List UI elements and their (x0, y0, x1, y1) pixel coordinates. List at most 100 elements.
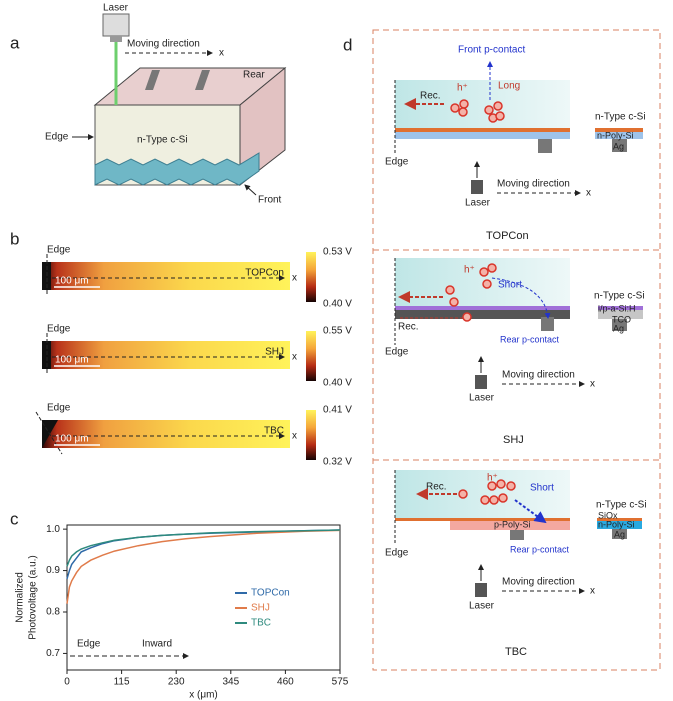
y-tick-label: 0.7 (46, 648, 60, 659)
y-tick-label: 0.9 (46, 565, 60, 576)
edge-line (35, 411, 63, 455)
label: Laser (465, 198, 491, 209)
heatmap (42, 420, 290, 448)
map-label: TBC (264, 426, 284, 437)
colorbar-max: 0.53 V (323, 247, 352, 258)
holes (450, 99, 505, 123)
finger (145, 70, 160, 90)
bulk (395, 470, 570, 518)
y-axis-label: Normalized (15, 572, 26, 623)
p-poly-layer (450, 521, 570, 530)
panel-d: Front p-contact h⁺ Long Rec. n-Type c-Si… (372, 29, 661, 671)
scale-label: 100 μm (55, 434, 89, 445)
label: h⁺ (457, 83, 468, 94)
colorbar (306, 410, 316, 460)
contact (612, 319, 627, 331)
series-line (66, 529, 341, 604)
axis-label: x (292, 273, 297, 284)
contact (612, 139, 627, 152)
panel-label: a (10, 33, 20, 52)
label: n-Type c-Si (595, 112, 646, 123)
edge-label: Edge (47, 245, 71, 256)
legend-label: TBC (251, 618, 271, 629)
laser-nozzle (110, 36, 122, 42)
diagram-title: SHJ (503, 434, 524, 446)
laser (475, 375, 487, 389)
label: p-Poly-Si (494, 519, 531, 529)
label: TCO (612, 314, 631, 324)
edge-label: Edge (47, 403, 71, 414)
contact (541, 317, 554, 331)
label: Laser (469, 393, 495, 404)
series-line (66, 529, 341, 567)
front-texture (94, 152, 260, 186)
map-label: SHJ (265, 347, 284, 358)
contact (510, 530, 524, 540)
colorbar-max: 0.41 V (323, 405, 352, 416)
holes (458, 479, 516, 505)
label: Moving direction (502, 370, 575, 381)
label: Moving direction (497, 179, 570, 190)
label: n-Type c-Si (137, 135, 188, 146)
x-tick-label: 460 (277, 677, 294, 688)
x-tick-label: 115 (114, 677, 130, 688)
label: Edge (45, 132, 69, 143)
x-tick-label: 575 (332, 677, 349, 688)
bulk (395, 80, 570, 128)
label: Ag (613, 323, 624, 333)
label: Long (498, 81, 520, 92)
ip-layer (395, 306, 570, 310)
laser (475, 583, 487, 597)
legend-label: SHJ (251, 603, 270, 614)
label: Moving direction (127, 39, 200, 50)
colorbar (306, 252, 316, 302)
x-tick-label: 345 (222, 677, 239, 688)
label: n-Type c-Si (596, 500, 647, 511)
label: x (590, 379, 595, 390)
heatmap (42, 341, 290, 369)
label: Short (530, 483, 554, 494)
poly-layer (395, 132, 570, 139)
arrow (244, 184, 257, 196)
label: x (590, 586, 595, 597)
scale-label: 100 μm (55, 276, 89, 287)
label: x (219, 48, 224, 59)
label: h⁺ (464, 265, 475, 276)
contact (612, 529, 627, 539)
label: Ag (614, 529, 625, 539)
scale-label: 100 μm (55, 355, 89, 366)
finger (195, 70, 210, 90)
label: Ag (613, 141, 624, 151)
label: Edge (385, 347, 409, 358)
label: n-Type c-Si (594, 291, 645, 302)
axis-label: x (292, 431, 297, 442)
heatmap (42, 262, 290, 290)
y-axis-label: Photovoltage (a.u.) (28, 555, 39, 640)
label: Edge (385, 157, 409, 168)
panel-label: c (10, 509, 19, 528)
x-tick-label: 0 (64, 677, 70, 688)
label: n-Poly-Si (597, 130, 634, 140)
contact (538, 139, 552, 153)
label: Front (258, 195, 282, 206)
x-tick-label: 230 (168, 677, 185, 688)
laser (471, 180, 483, 194)
label: n-Poly-Si (598, 519, 635, 529)
colorbar-min: 0.32 V (323, 457, 352, 468)
colorbar (306, 331, 316, 381)
tco-layer (395, 310, 570, 319)
bulk (395, 258, 570, 306)
panel-c: 0 115 230 345 460 575 0.7 0.8 0.9 1.0 x (μm) Normal… (15, 524, 349, 701)
plot-frame (66, 524, 341, 671)
oxide-layer (597, 518, 642, 521)
x-axis-label: x (μm) (189, 690, 218, 701)
panel-a: Laser Moving direction x Rear Edge n-Typ… (45, 3, 287, 206)
label: Moving direction (502, 577, 575, 588)
tco-layer (598, 310, 643, 319)
colorbar-min: 0.40 V (323, 299, 352, 310)
label: SiOx (598, 510, 618, 520)
label: h⁺ (487, 473, 498, 484)
label: x (586, 188, 591, 199)
label: Front p-contact (458, 45, 525, 56)
